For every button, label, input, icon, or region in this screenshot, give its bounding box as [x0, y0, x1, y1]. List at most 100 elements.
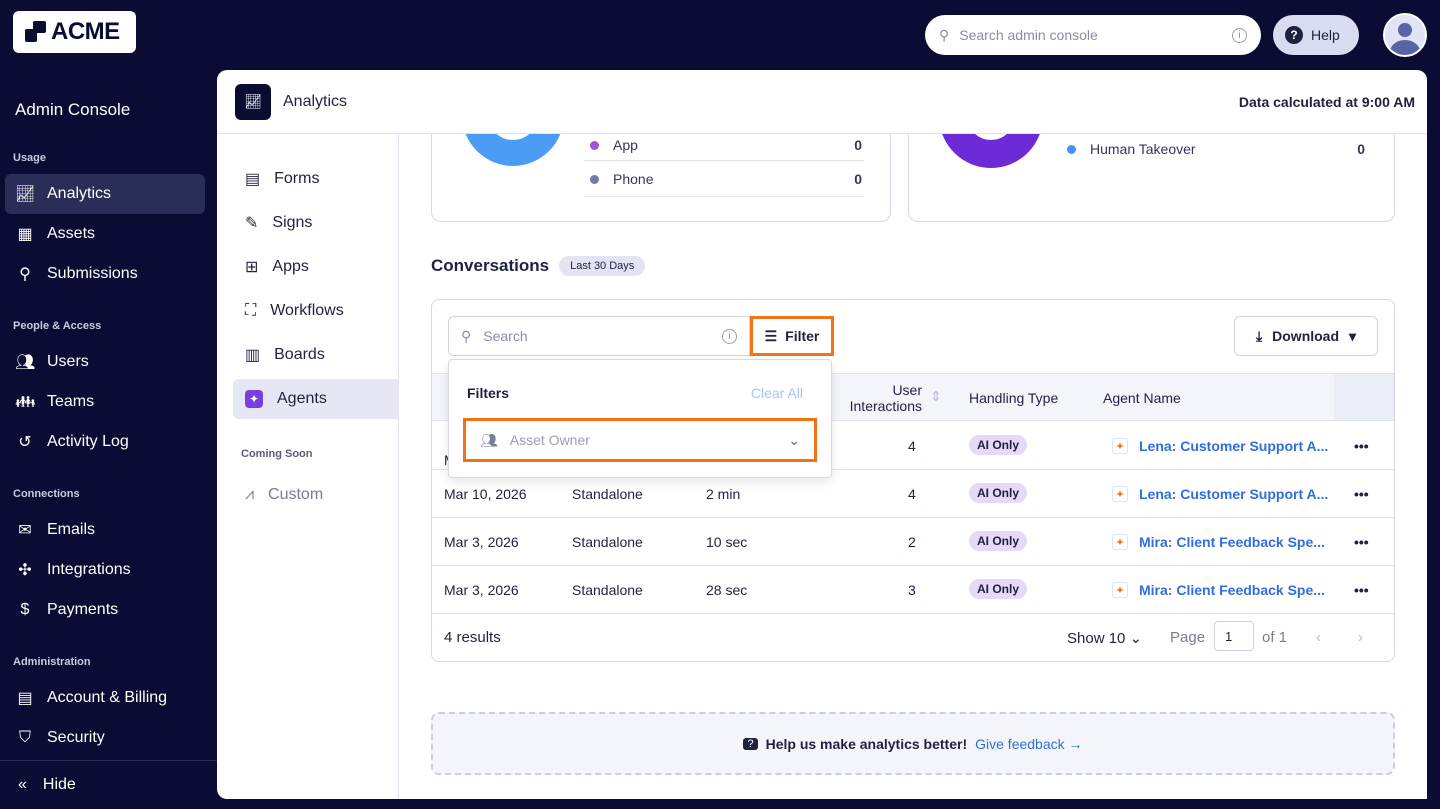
- content: App 0 Phone 0 Human Takeover 0 Conversation…: [399, 134, 1427, 799]
- legend-label: App: [613, 137, 638, 153]
- download-icon: ⤓: [1255, 327, 1263, 344]
- workflows-icon: ⛶: [245, 302, 257, 319]
- sidebar-item-assets[interactable]: ▦ Assets: [5, 214, 205, 254]
- subnav-custom: ⩘ Custom: [233, 475, 399, 515]
- users-icon: 👥︎: [480, 431, 498, 448]
- history-icon: ↺: [18, 434, 32, 451]
- info-icon[interactable]: i: [722, 328, 737, 344]
- admin-search-input[interactable]: ⚲ Search admin console i: [925, 15, 1261, 55]
- subnav-agents[interactable]: ✦ Agents: [233, 379, 399, 419]
- filter-button[interactable]: ☰ Filter: [750, 316, 834, 356]
- table-footer: 4 results Show 10 ⌄ Page 1 of 1 ‹ ›: [432, 613, 1394, 661]
- conversation-search-input[interactable]: ⚲ Search i: [448, 316, 750, 356]
- channel-card: App 0 Phone 0: [431, 134, 891, 222]
- logo-mark-icon: [25, 21, 47, 43]
- label: Analytics: [47, 185, 112, 202]
- hide-sidebar-button[interactable]: « Hide: [0, 760, 217, 809]
- label: Custom: [268, 486, 324, 503]
- prev-page-icon[interactable]: ‹: [1316, 629, 1321, 646]
- sidebar-item-security[interactable]: ⛉ Security: [5, 718, 205, 758]
- sidebar-item-submissions[interactable]: ⚲ Submissions: [5, 254, 205, 294]
- agent-link[interactable]: Mira: Client Feedback Spe...: [1139, 534, 1325, 550]
- hide-label: Hide: [42, 776, 76, 793]
- page-input[interactable]: 1: [1214, 621, 1254, 651]
- users-icon: 👥︎: [15, 354, 36, 371]
- table-row[interactable]: Mar 3, 2026 Standalone 28 sec 3 AI Only …: [432, 566, 1394, 614]
- feedback-banner: ? Help us make analytics better! Give feed…: [431, 712, 1395, 775]
- sidebar-item-teams[interactable]: 👪︎ Teams: [5, 382, 205, 422]
- custom-chart-icon: ⩘: [245, 486, 255, 503]
- page-size-select[interactable]: Show 10 ⌄: [1067, 630, 1143, 647]
- give-feedback-link[interactable]: Give feedback →: [975, 735, 1083, 752]
- filter-icon: ☰: [764, 327, 778, 344]
- sidebar-item-integrations[interactable]: ✣ Integrations: [5, 550, 205, 590]
- next-page-icon[interactable]: ›: [1358, 629, 1363, 646]
- search-icon: ⚲: [939, 26, 950, 43]
- asset-owner-select[interactable]: 👥︎ Asset Owner ⌄: [463, 418, 817, 462]
- clear-all-button[interactable]: Clear All: [750, 385, 803, 401]
- sort-icon[interactable]: ⇕: [930, 388, 942, 404]
- agent-link[interactable]: Mira: Client Feedback Spe...: [1139, 582, 1325, 598]
- agent-icon: ✦: [1112, 486, 1128, 502]
- sidebar-item-activity-log[interactable]: ↺ Activity Log: [5, 422, 205, 462]
- cell-type: Standalone: [572, 534, 643, 550]
- more-options-icon[interactable]: •••: [1354, 438, 1369, 454]
- label: Workflows: [270, 302, 344, 319]
- help-button[interactable]: ? Help: [1273, 15, 1359, 55]
- cell-duration: 28 sec: [706, 582, 748, 598]
- avatar[interactable]: [1383, 13, 1427, 57]
- column-handling-type: Handling Type: [969, 390, 1059, 406]
- chevron-down-icon: ⌄: [788, 431, 800, 448]
- label: Account & Billing: [47, 689, 168, 706]
- table-row[interactable]: Mar 10, 2026 Standalone 2 min 4 AI Only …: [432, 470, 1394, 518]
- subnav-forms[interactable]: ▤ Forms: [233, 159, 399, 199]
- label: Integrations: [47, 561, 131, 578]
- more-options-icon[interactable]: •••: [1354, 582, 1369, 598]
- id-card-icon: ▤: [17, 690, 33, 707]
- sidebar-item-users[interactable]: 👥︎ Users: [5, 342, 205, 382]
- subnav-signs[interactable]: ✎ Signs: [233, 203, 399, 243]
- label: Users: [47, 353, 89, 370]
- channel-donut: [462, 134, 564, 166]
- legend-human-takeover: Human Takeover 0: [1067, 140, 1365, 158]
- handling-badge: AI Only: [969, 579, 1028, 599]
- handling-badge: AI Only: [969, 435, 1028, 455]
- label: Boards: [274, 346, 325, 363]
- conversations-table-card: ⚲ Search i ☰ Filter ⤓ Download ▾ User Interac…: [431, 299, 1395, 662]
- handling-badge: AI Only: [969, 531, 1028, 551]
- brand-name: ACME: [51, 18, 120, 45]
- legend-value: 0: [1357, 141, 1365, 157]
- search-placeholder: Search admin console: [959, 27, 1098, 43]
- filters-title: Filters: [467, 385, 510, 401]
- subnav-boards[interactable]: ▥ Boards: [233, 335, 399, 375]
- legend-label: Human Takeover: [1090, 141, 1196, 157]
- cell-date: Mar 3, 2026: [444, 582, 519, 598]
- cell-duration: 10 sec: [706, 534, 748, 550]
- subnav-workflows[interactable]: ⛶ Workflows: [233, 291, 399, 331]
- cell-interactions: 4: [908, 438, 916, 454]
- acme-logo[interactable]: ACME: [13, 11, 136, 53]
- sidebar-item-emails[interactable]: ✉ Emails: [5, 510, 205, 550]
- cell-date: Mar 10, 2026: [444, 486, 527, 502]
- question-icon: ?: [1285, 26, 1303, 44]
- download-label: Download: [1272, 328, 1340, 344]
- sidebar-item-payments[interactable]: $ Payments: [5, 590, 205, 630]
- sidebar-item-analytics[interactable]: 📈︎ Analytics: [5, 174, 205, 214]
- sidebar-item-account-billing[interactable]: ▤ Account & Billing: [5, 678, 205, 718]
- more-options-icon[interactable]: •••: [1354, 486, 1369, 502]
- info-icon[interactable]: i: [1232, 27, 1247, 43]
- subnav-apps[interactable]: ⊞ Apps: [233, 247, 399, 287]
- column-user-interactions[interactable]: User Interactions: [849, 382, 922, 414]
- more-options-icon[interactable]: •••: [1354, 534, 1369, 550]
- handling-card: Human Takeover 0: [908, 134, 1395, 222]
- label: Assets: [47, 225, 96, 242]
- signs-icon: ✎: [245, 215, 259, 232]
- label: Agents: [277, 390, 327, 407]
- download-button[interactable]: ⤓ Download ▾: [1234, 316, 1378, 356]
- teams-icon: 👪︎: [15, 394, 36, 411]
- agent-link[interactable]: Lena: Customer Support A...: [1139, 486, 1329, 502]
- shield-icon: ⛉: [18, 729, 31, 746]
- page-total: of 1: [1262, 629, 1288, 646]
- table-row[interactable]: Mar 3, 2026 Standalone 10 sec 2 AI Only …: [432, 518, 1394, 566]
- agent-link[interactable]: Lena: Customer Support A...: [1139, 438, 1329, 454]
